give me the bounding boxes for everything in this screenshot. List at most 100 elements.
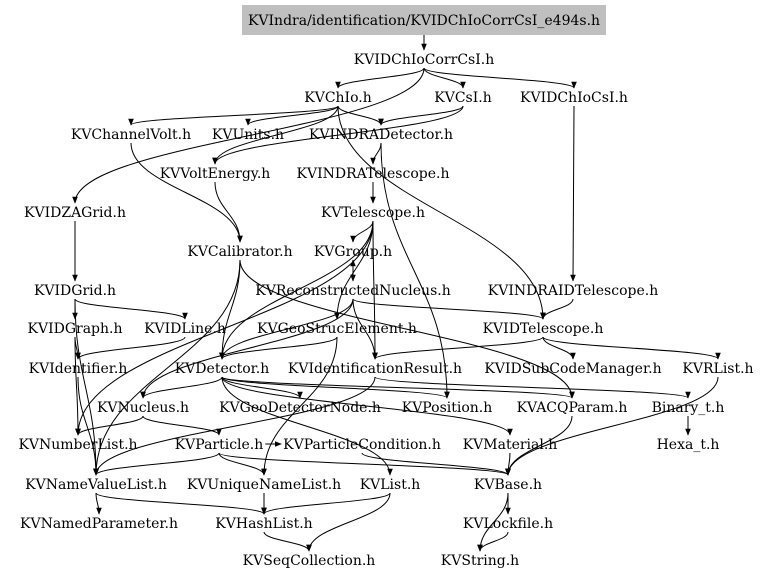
node-kvtelescope-h[interactable]: KVTelescope.h xyxy=(321,205,425,221)
node-kvrlist-h[interactable]: KVRList.h xyxy=(682,361,753,377)
node-label: KVACQParam.h xyxy=(517,400,628,416)
edge-kvtelescope-to-kvgeostrucelement xyxy=(334,220,374,320)
edge-kvidtelescope-to-kvidsubcodemanager xyxy=(542,336,576,360)
edge-kvidchiocorrcsi-to-kvidchiocsi xyxy=(423,67,577,89)
edge-kvindradetector-to-kvposition xyxy=(380,142,450,399)
node-kvidchiocsi-h[interactable]: KVIDChIoCsI.h xyxy=(520,90,628,106)
edge-kvreconstructednucleus-to-kvnucleus xyxy=(140,298,354,399)
node-label: KVString.h xyxy=(441,553,519,569)
edge-kvlist-to-kvhashlist xyxy=(261,492,391,515)
edge-kvidtelescope-to-kvidentificationresult xyxy=(372,336,544,360)
node-kvseqcollection-h[interactable]: KVSeqCollection.h xyxy=(243,553,376,569)
node-kvindraidtelescope-h[interactable]: KVINDRAIDTelescope.h xyxy=(488,283,658,299)
node-binary-t-h[interactable]: Binary_t.h xyxy=(652,400,725,416)
edge-kvparticle-to-kvuniquenamelist xyxy=(218,452,267,476)
node-label: KVUnits.h xyxy=(212,127,284,143)
node-label: KVINDRATelescope.h xyxy=(297,166,450,182)
edge-kvcalibrator-to-kvacqparam xyxy=(239,259,575,399)
node-kvchannelvolt-h[interactable]: KVChannelVolt.h xyxy=(71,127,191,143)
node-kvstring-h[interactable]: KVString.h xyxy=(441,553,519,569)
edge-kvnucleus-to-kvparticle xyxy=(142,415,222,436)
node-label: KVINDRAIDTelescope.h xyxy=(488,283,658,299)
node-kvindra-identification-kvidchiocorrcsi-e494s-h[interactable]: KVIndra/identification/KVIDChIoCorrCsI_e… xyxy=(241,5,607,35)
node-kvidzagrid-h[interactable]: KVIDZAGrid.h xyxy=(24,205,126,221)
edge-kvidgrid-to-kvidline xyxy=(74,298,188,320)
node-kvidgrid-h[interactable]: KVIDGrid.h xyxy=(34,283,116,299)
edge-kvlist-to-kvseqcollection xyxy=(306,492,391,552)
node-kvcalibrator-h[interactable]: KVCalibrator.h xyxy=(187,244,292,260)
node-kvacqparam-h[interactable]: KVACQParam.h xyxy=(517,400,628,416)
node-label: KVParticle.h xyxy=(175,437,264,453)
node-kvidentificationresult-h[interactable]: KVIdentificationResult.h xyxy=(288,361,462,377)
node-kvparticle-h[interactable]: KVParticle.h xyxy=(175,437,264,453)
node-kvlockfile-h[interactable]: KVLockfile.h xyxy=(463,516,553,532)
node-kvcsi-h[interactable]: KVCsI.h xyxy=(434,90,491,106)
node-label: KVNumberList.h xyxy=(18,437,137,453)
node-kvunits-h[interactable]: KVUnits.h xyxy=(212,127,284,143)
node-label: KVIDZAGrid.h xyxy=(24,205,126,221)
node-kvidsubcodemanager-h[interactable]: KVIDSubCodeManager.h xyxy=(484,361,661,377)
node-kvidline-h[interactable]: KVIDLine.h xyxy=(144,321,226,337)
node-kvvoltenergy-h[interactable]: KVVoltEnergy.h xyxy=(160,166,271,182)
node-label: KVUniqueNameList.h xyxy=(187,477,341,493)
edge-layer xyxy=(72,32,721,552)
edge-kvdetector-to-kvnucleus xyxy=(140,376,223,399)
node-label: KVGeoDetectorNode.h xyxy=(219,400,381,416)
node-kvgeostrucelement-h[interactable]: KVGeoStrucElement.h xyxy=(257,321,417,337)
node-kvchio-h[interactable]: KVChIo.h xyxy=(304,90,371,106)
node-kvhashlist-h[interactable]: KVHashList.h xyxy=(215,516,312,532)
node-label: KVIDChIoCsI.h xyxy=(520,90,628,106)
edge-kvdetector-to-kvmaterial xyxy=(221,376,513,436)
node-kvindradetector-h[interactable]: KVINDRADetector.h xyxy=(309,127,453,143)
node-kvgeodetectornode-h[interactable]: KVGeoDetectorNode.h xyxy=(219,400,381,416)
node-kvindratelescope-h[interactable]: KVINDRATelescope.h xyxy=(297,166,450,182)
edge-kvcsi-to-kvindradetector xyxy=(378,105,464,126)
edge-kvreconstructednucleus-to-kvidentificationresult xyxy=(352,298,378,360)
node-label: KVIDTelescope.h xyxy=(483,321,604,337)
edge-kvgeostrucelement-to-kvdetector xyxy=(219,336,338,360)
edge-kvindraidtelescope-to-kvidtelescope xyxy=(540,298,574,320)
node-label: Hexa_t.h xyxy=(657,437,720,453)
node-label: KVCsI.h xyxy=(434,90,491,106)
edge-kvchio-to-kvvoltenergy xyxy=(212,105,339,165)
edge-kvcsi-to-kvvoltenergy xyxy=(212,105,464,165)
node-kvidgraph-h[interactable]: KVIDGraph.h xyxy=(28,321,123,337)
node-hexa-t-h[interactable]: Hexa_t.h xyxy=(657,437,720,453)
node-kvnucleus-h[interactable]: KVNucleus.h xyxy=(97,400,189,416)
node-label: KVSeqCollection.h xyxy=(243,553,376,569)
node-kvparticlecondition-h[interactable]: KVParticleCondition.h xyxy=(283,437,441,453)
node-label: KVRList.h xyxy=(682,361,753,377)
node-label: KVNamedParameter.h xyxy=(20,516,178,532)
edge-kvvoltenergy-to-kvcalibrator xyxy=(214,181,243,243)
edge-kvindradetector-to-kvindratelescope xyxy=(370,142,382,165)
node-label: KVBase.h xyxy=(474,477,542,493)
node-kvnamedparameter-h[interactable]: KVNamedParameter.h xyxy=(20,516,178,532)
node-kvidchiocorrcsi-h[interactable]: KVIDChIoCorrCsI.h xyxy=(354,52,494,68)
node-kvgroup-h[interactable]: KVGroup.h xyxy=(314,244,392,260)
root-node-highlight xyxy=(241,5,607,35)
edge-kvgeostrucelement-to-kvuniquenamelist xyxy=(261,336,338,476)
node-label: KVIDGrid.h xyxy=(34,283,116,299)
node-kvidentifier-h[interactable]: KVIdentifier.h xyxy=(29,361,128,377)
node-label: KVParticleCondition.h xyxy=(283,437,441,453)
edge-kvparticle-to-kvnamevaluelist xyxy=(93,452,220,476)
node-kvidtelescope-h[interactable]: KVIDTelescope.h xyxy=(483,321,604,337)
node-kvnamevaluelist-h[interactable]: KVNameValueList.h xyxy=(25,477,167,493)
node-kvmaterial-h[interactable]: KVMaterial.h xyxy=(463,437,558,453)
node-kvuniquenamelist-h[interactable]: KVUniqueNameList.h xyxy=(187,477,341,493)
node-label: KVIDChIoCorrCsI.h xyxy=(354,52,494,68)
node-kvbase-h[interactable]: KVBase.h xyxy=(474,477,542,493)
node-kvlist-h[interactable]: KVList.h xyxy=(360,477,421,493)
node-label: KVIDGraph.h xyxy=(28,321,123,337)
edge-kvdetector-to-kvacqparam xyxy=(221,376,575,399)
edge-kvlockfile-to-kvstring xyxy=(477,531,509,552)
node-kvposition-h[interactable]: KVPosition.h xyxy=(402,400,493,416)
node-layer: KVIndra/identification/KVIDChIoCorrCsI_e… xyxy=(18,5,754,569)
edge-kvidline-to-kvidentifier xyxy=(75,336,186,360)
edge-kvcalibrator-to-kvnamevaluelist xyxy=(93,259,241,476)
edge-kvidentificationresult-to-binary-t xyxy=(374,376,691,399)
node-label: KVMaterial.h xyxy=(463,437,558,453)
node-kvreconstructednucleus-h[interactable]: KVReconstructedNucleus.h xyxy=(255,283,450,299)
node-kvnumberlist-h[interactable]: KVNumberList.h xyxy=(18,437,137,453)
node-kvdetector-h[interactable]: KVDetector.h xyxy=(175,361,270,377)
